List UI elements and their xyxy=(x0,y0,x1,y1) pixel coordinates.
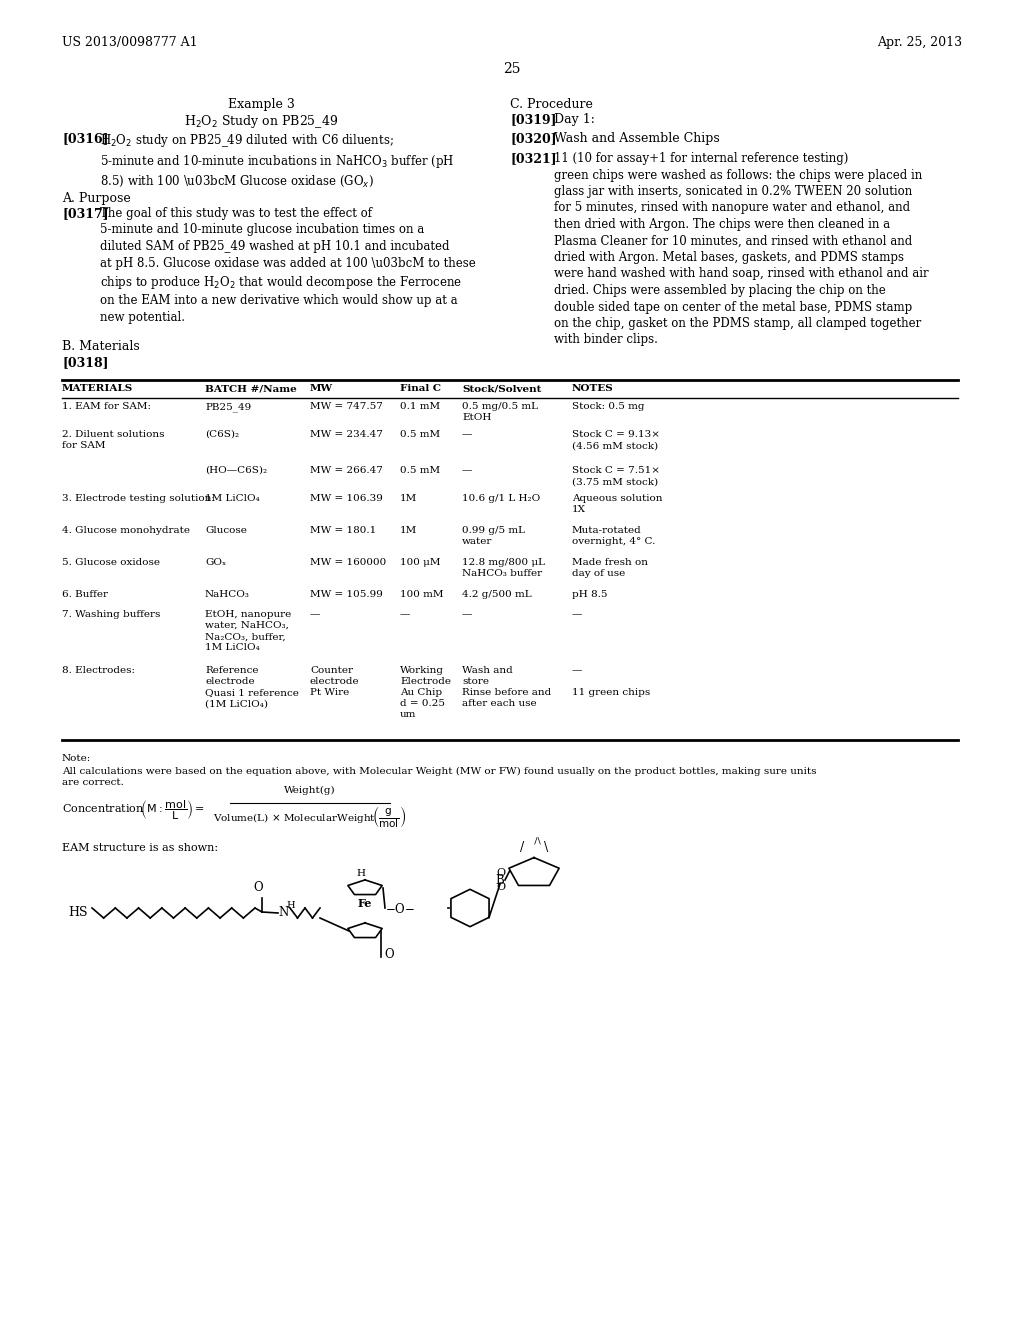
Text: \: \ xyxy=(544,841,548,854)
Text: 1M: 1M xyxy=(400,494,417,503)
Text: 3. Electrode testing solution:: 3. Electrode testing solution: xyxy=(62,494,215,503)
Text: [0318]: [0318] xyxy=(62,356,109,370)
Text: HS: HS xyxy=(68,907,87,920)
Text: —

11 green chips: — 11 green chips xyxy=(572,667,650,697)
Text: /: / xyxy=(520,841,524,854)
Text: [0319]: [0319] xyxy=(510,114,556,125)
Text: —: — xyxy=(462,610,472,619)
Text: 4.2 g/500 mL: 4.2 g/500 mL xyxy=(462,590,531,599)
Text: 100 μM: 100 μM xyxy=(400,558,440,568)
Text: Fe: Fe xyxy=(357,898,372,909)
Text: 1M: 1M xyxy=(400,525,417,535)
Text: —: — xyxy=(462,466,472,475)
Text: GOₓ: GOₓ xyxy=(205,558,226,568)
Text: C. Procedure: C. Procedure xyxy=(510,98,593,111)
Text: US 2013/0098777 A1: US 2013/0098777 A1 xyxy=(62,36,198,49)
Text: —: — xyxy=(310,610,321,619)
Text: 0.5 mg/0.5 mL
EtOH: 0.5 mg/0.5 mL EtOH xyxy=(462,403,538,422)
Text: PB25_49: PB25_49 xyxy=(205,403,251,412)
Text: NOTES: NOTES xyxy=(572,384,613,393)
Text: NaHCO₃: NaHCO₃ xyxy=(205,590,250,599)
Text: 7. Washing buffers: 7. Washing buffers xyxy=(62,610,161,619)
Text: N: N xyxy=(278,907,288,920)
Text: Wash and Assemble Chips: Wash and Assemble Chips xyxy=(554,132,720,145)
Text: Apr. 25, 2013: Apr. 25, 2013 xyxy=(877,36,962,49)
Text: Stock C = 9.13×
(4.56 mM stock): Stock C = 9.13× (4.56 mM stock) xyxy=(572,430,660,450)
Text: 2. Diluent solutions
for SAM: 2. Diluent solutions for SAM xyxy=(62,430,165,450)
Text: 100 mM: 100 mM xyxy=(400,590,443,599)
Text: 0.5 mM: 0.5 mM xyxy=(400,430,440,440)
Text: —: — xyxy=(462,430,472,440)
Text: MW: MW xyxy=(310,384,333,393)
Text: Example 3: Example 3 xyxy=(227,98,295,111)
Text: EtOH, nanopure
water, NaHCO₃,
Na₂CO₃, buffer,
1M LiClO₄: EtOH, nanopure water, NaHCO₃, Na₂CO₃, bu… xyxy=(205,610,291,652)
Text: 4. Glucose monohydrate: 4. Glucose monohydrate xyxy=(62,525,190,535)
Text: (C6S)₂: (C6S)₂ xyxy=(205,430,240,440)
Text: H$_2$O$_2$ study on PB25_49 diluted with C6 diluents;
5-minute and 10-minute inc: H$_2$O$_2$ study on PB25_49 diluted with… xyxy=(100,132,455,189)
Text: Stock/Solvent: Stock/Solvent xyxy=(462,384,542,393)
Text: MW = 234.47: MW = 234.47 xyxy=(310,430,383,440)
Text: Day 1:: Day 1: xyxy=(554,114,595,125)
Text: 25: 25 xyxy=(503,62,521,77)
Text: 5. Glucose oxidose: 5. Glucose oxidose xyxy=(62,558,160,568)
Text: H: H xyxy=(356,869,366,878)
Text: Weight(g): Weight(g) xyxy=(285,785,336,795)
Text: MW = 106.39: MW = 106.39 xyxy=(310,494,383,503)
Text: Stock C = 7.51×
(3.75 mM stock): Stock C = 7.51× (3.75 mM stock) xyxy=(572,466,660,486)
Text: MATERIALS: MATERIALS xyxy=(62,384,133,393)
Text: B. Materials: B. Materials xyxy=(62,341,139,352)
Text: 8. Electrodes:: 8. Electrodes: xyxy=(62,667,135,675)
Text: Volume(L) $\times$ MolecularWeight$\!\left(\dfrac{\mathrm{g}}{\mathrm{mol}}\righ: Volume(L) $\times$ MolecularWeight$\!\le… xyxy=(213,804,407,830)
Text: Stock: 0.5 mg: Stock: 0.5 mg xyxy=(572,403,644,411)
Text: A. Purpose: A. Purpose xyxy=(62,191,131,205)
Text: Glucose: Glucose xyxy=(205,525,247,535)
Text: 10.6 g/1 L H₂O: 10.6 g/1 L H₂O xyxy=(462,494,541,503)
Text: 0.99 g/5 mL
water: 0.99 g/5 mL water xyxy=(462,525,525,546)
Text: —: — xyxy=(572,610,583,619)
Text: Wash and
store
Rinse before and
after each use: Wash and store Rinse before and after ea… xyxy=(462,667,551,709)
Text: O: O xyxy=(497,882,506,892)
Text: O: O xyxy=(497,869,506,878)
Text: B: B xyxy=(496,874,505,887)
Text: MW = 105.99: MW = 105.99 xyxy=(310,590,383,599)
Text: O: O xyxy=(384,948,393,961)
Text: [0316]: [0316] xyxy=(62,132,109,145)
Text: —: — xyxy=(400,610,411,619)
Text: 12.8 mg/800 μL
NaHCO₃ buffer: 12.8 mg/800 μL NaHCO₃ buffer xyxy=(462,558,545,578)
Text: Note:: Note: xyxy=(62,754,91,763)
Text: MW = 160000: MW = 160000 xyxy=(310,558,386,568)
Text: H: H xyxy=(286,902,295,911)
Text: 6. Buffer: 6. Buffer xyxy=(62,590,108,599)
Text: [0320]: [0320] xyxy=(510,132,557,145)
Text: O: O xyxy=(253,880,263,894)
Text: Counter
electrode
Pt Wire: Counter electrode Pt Wire xyxy=(310,667,359,697)
Text: MW = 180.1: MW = 180.1 xyxy=(310,525,376,535)
Text: 1. EAM for SAM:: 1. EAM for SAM: xyxy=(62,403,151,411)
Text: (HO—C6S)₂: (HO—C6S)₂ xyxy=(205,466,267,475)
Text: Working
Electrode
Au Chip
d = 0.25
um: Working Electrode Au Chip d = 0.25 um xyxy=(400,667,451,719)
Text: 0.5 mM: 0.5 mM xyxy=(400,466,440,475)
Text: [0321]: [0321] xyxy=(510,152,557,165)
Text: BATCH #/Name: BATCH #/Name xyxy=(205,384,297,393)
Text: 0.1 mM: 0.1 mM xyxy=(400,403,440,411)
Text: The goal of this study was to test the effect of
5-minute and 10-minute glucose : The goal of this study was to test the e… xyxy=(100,207,476,323)
Text: MW = 266.47: MW = 266.47 xyxy=(310,466,383,475)
Text: pH 8.5: pH 8.5 xyxy=(572,590,607,599)
Text: Made fresh on
day of use: Made fresh on day of use xyxy=(572,558,648,578)
Text: Reference
electrode
Quasi 1 reference
(1M LiClO₄): Reference electrode Quasi 1 reference (1… xyxy=(205,667,299,709)
Text: EAM structure is as shown:: EAM structure is as shown: xyxy=(62,843,218,853)
Text: [0317]: [0317] xyxy=(62,207,109,220)
Text: MW = 747.57: MW = 747.57 xyxy=(310,403,383,411)
Text: H$_2$O$_2$ Study on PB25_49: H$_2$O$_2$ Study on PB25_49 xyxy=(184,114,338,129)
Text: Muta-rotated
overnight, 4° C.: Muta-rotated overnight, 4° C. xyxy=(572,525,655,546)
Text: Final C: Final C xyxy=(400,384,441,393)
Text: All calculations were based on the equation above, with Molecular Weight (MW or : All calculations were based on the equat… xyxy=(62,767,816,787)
Text: 11 (10 for assay+1 for internal reference testing)
green chips were washed as fo: 11 (10 for assay+1 for internal referenc… xyxy=(554,152,929,346)
Text: $-$O$-$: $-$O$-$ xyxy=(385,902,415,916)
Text: 1M LiClO₄: 1M LiClO₄ xyxy=(205,494,260,503)
Text: Concentration$\!\left(\mathrm{M}:\dfrac{\mathrm{mol}}{\mathrm{L}}\right) = $: Concentration$\!\left(\mathrm{M}:\dfrac{… xyxy=(62,799,205,822)
Text: Aqueous solution
1X: Aqueous solution 1X xyxy=(572,494,663,513)
Text: /\: /\ xyxy=(527,837,541,846)
